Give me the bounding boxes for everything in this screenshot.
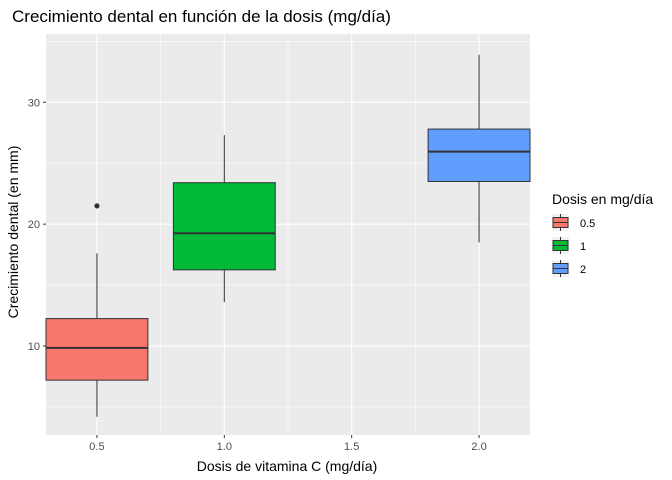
outlier-point (94, 203, 100, 209)
box-0.5 (45, 203, 149, 417)
legend-title: Dosis en mg/día (552, 191, 653, 207)
box-1 (172, 135, 276, 303)
chart-title: Crecimiento dental en función de la dosi… (12, 7, 391, 26)
x-tick-label: 1.0 (217, 441, 232, 453)
y-tick-label: 20 (28, 219, 40, 231)
legend-label: 2 (580, 264, 586, 276)
x-tick-label: 1.5 (344, 441, 359, 453)
legend: Dosis en mg/día 0.5 1 2 (552, 191, 653, 277)
legend-item-1: 1 (552, 237, 586, 254)
y-tick-label: 30 (28, 97, 40, 109)
legend-label: 0.5 (580, 218, 595, 230)
legend-label: 1 (580, 241, 586, 253)
x-axis: 0.5 1.0 1.5 2.0 (89, 435, 487, 453)
box-iqr (45, 318, 149, 381)
x-tick-label: 2.0 (471, 441, 486, 453)
legend-item-2: 2 (552, 260, 586, 277)
box-2 (427, 54, 531, 243)
x-axis-title: Dosis de vitamina C (mg/día) (197, 458, 378, 474)
box-iqr (172, 182, 276, 271)
minor-gridlines (46, 34, 530, 435)
box-iqr (427, 128, 531, 182)
boxplot-series (45, 54, 531, 417)
y-axis-title: Crecimiento dental (en mm) (5, 146, 21, 319)
y-axis: 10 20 30 (28, 97, 46, 353)
y-tick-label: 10 (28, 341, 40, 353)
legend-item-0.5: 0.5 (552, 214, 595, 231)
x-tick-label: 0.5 (89, 441, 104, 453)
